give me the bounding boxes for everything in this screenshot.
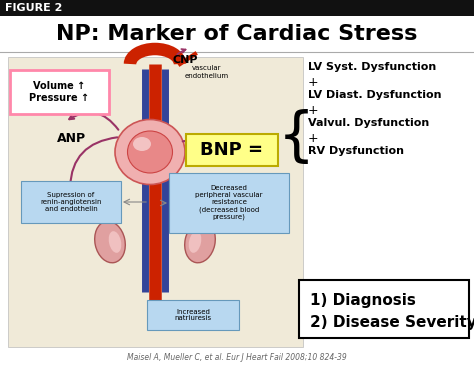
FancyArrowPatch shape <box>69 112 118 130</box>
Bar <box>0 0 474 16</box>
Text: LV Diast. Dysfunction: LV Diast. Dysfunction <box>308 90 441 100</box>
Text: Supression of
renin-angiotensin
and endothelin: Supression of renin-angiotensin and endo… <box>40 192 102 212</box>
Text: +: + <box>308 76 319 89</box>
Text: CNP: CNP <box>172 55 198 65</box>
Ellipse shape <box>115 120 185 185</box>
Text: BNP =: BNP = <box>201 141 264 159</box>
Text: NP: Marker of Cardiac Stress: NP: Marker of Cardiac Stress <box>56 24 418 44</box>
FancyBboxPatch shape <box>169 173 289 233</box>
Text: Maisel A, Mueller C, et al. Eur J Heart Fail 2008;10 824-39: Maisel A, Mueller C, et al. Eur J Heart … <box>127 352 347 361</box>
Ellipse shape <box>128 131 173 173</box>
Text: Increased
natriuresis: Increased natriuresis <box>174 309 211 321</box>
Text: Valvul. Dysfunction: Valvul. Dysfunction <box>308 118 429 128</box>
Ellipse shape <box>109 231 121 253</box>
Bar <box>8 57 303 347</box>
FancyBboxPatch shape <box>147 300 239 330</box>
Text: +: + <box>308 104 319 117</box>
Ellipse shape <box>133 137 151 151</box>
Text: 2) Disease Severity: 2) Disease Severity <box>310 315 474 330</box>
Text: FIGURE 2: FIGURE 2 <box>5 3 63 13</box>
Ellipse shape <box>185 221 215 263</box>
FancyArrowPatch shape <box>182 141 211 148</box>
Text: Decreased
peripheral vascular
resistance
(decreased blood
pressure): Decreased peripheral vascular resistance… <box>195 185 263 221</box>
Ellipse shape <box>95 221 125 263</box>
Text: 1) Diagnosis: 1) Diagnosis <box>310 293 416 308</box>
FancyBboxPatch shape <box>186 134 278 166</box>
FancyBboxPatch shape <box>299 280 469 338</box>
Text: LV Syst. Dysfunction: LV Syst. Dysfunction <box>308 62 436 72</box>
FancyArrowPatch shape <box>68 137 117 187</box>
Text: vascular
endothelium: vascular endothelium <box>185 65 229 79</box>
Text: RV Dysfunction: RV Dysfunction <box>308 146 404 156</box>
FancyBboxPatch shape <box>21 181 121 223</box>
FancyBboxPatch shape <box>10 70 109 114</box>
Ellipse shape <box>189 231 201 253</box>
Text: {: { <box>278 109 315 166</box>
Text: Volume ↑
Pressure ↑: Volume ↑ Pressure ↑ <box>29 81 90 103</box>
FancyArrowPatch shape <box>177 49 186 54</box>
Text: +: + <box>308 132 319 145</box>
Text: ANP: ANP <box>57 132 87 145</box>
